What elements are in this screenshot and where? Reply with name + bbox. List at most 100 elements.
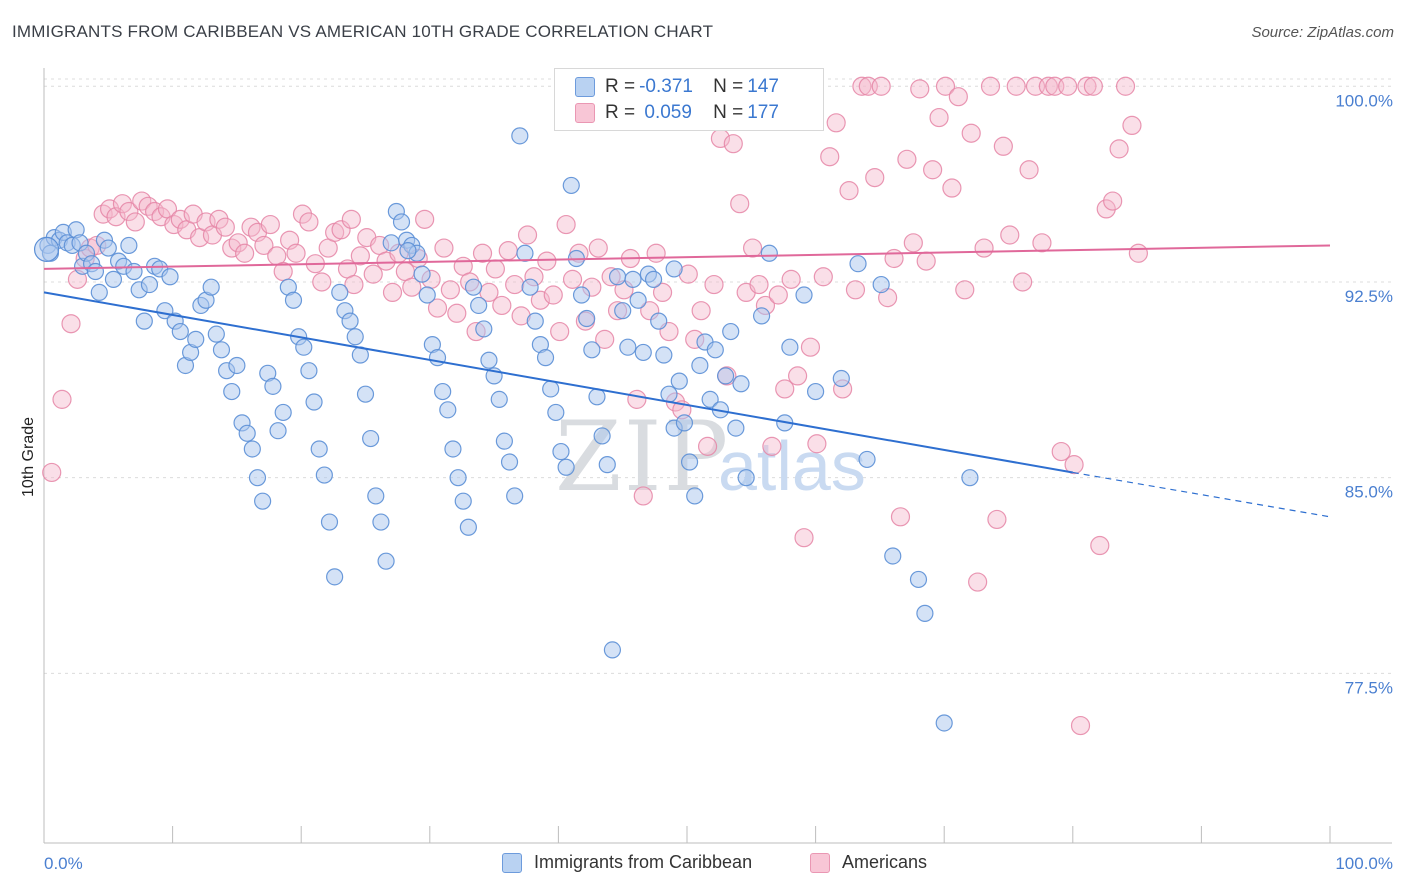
trend-lines (43, 244, 1331, 518)
data-point-caribbean (269, 422, 287, 440)
data-point-caribbean (228, 356, 246, 375)
series-legend-label: Americans (842, 852, 928, 872)
data-point-americans (1115, 76, 1136, 96)
data-point-caribbean (434, 382, 452, 401)
legend-r-label: R = (605, 102, 636, 123)
data-point-americans (1058, 76, 1078, 96)
data-point-americans (633, 486, 653, 506)
data-point-americans (286, 243, 306, 263)
data-point-caribbean (634, 343, 652, 362)
data-point-caribbean (650, 312, 668, 330)
trend-line-caribbean (43, 291, 1073, 474)
data-point-caribbean (660, 385, 678, 403)
data-point-americans (749, 274, 769, 295)
data-point-americans (382, 282, 403, 303)
series-americans (42, 76, 1148, 736)
data-point-americans (1096, 199, 1116, 219)
data-point-caribbean (449, 469, 467, 487)
data-point-americans (929, 107, 949, 128)
data-point-caribbean (500, 453, 519, 471)
data-point-caribbean (752, 307, 771, 325)
data-point-americans (794, 528, 814, 548)
data-point-americans (839, 181, 859, 201)
data-point-americans (897, 149, 917, 169)
data-point-caribbean (454, 492, 472, 510)
data-point-americans (52, 389, 72, 409)
data-point-americans (402, 277, 422, 297)
data-point-caribbean (608, 268, 627, 286)
data-point-caribbean (598, 456, 616, 474)
data-point-caribbean (832, 369, 850, 388)
data-point-americans (42, 462, 62, 483)
data-point-americans (826, 113, 846, 133)
data-point-americans (948, 87, 968, 107)
data-point-americans (344, 274, 364, 295)
data-point-caribbean (593, 427, 611, 445)
data-point-americans (1090, 535, 1110, 556)
data-point-americans (1051, 441, 1071, 462)
data-point-americans (742, 238, 763, 258)
data-point-americans (865, 167, 885, 188)
data-point-caribbean (629, 291, 647, 309)
data-point-caribbean (367, 487, 385, 505)
data-point-americans (820, 147, 840, 167)
data-point-americans (800, 337, 821, 357)
data-point-americans (871, 76, 891, 96)
data-point-caribbean (557, 458, 575, 476)
data-point-americans (775, 379, 795, 399)
data-point-caribbean (212, 341, 231, 359)
data-point-caribbean (760, 244, 778, 262)
data-point-americans (910, 79, 930, 99)
series-swatch-americans (810, 852, 830, 873)
data-point-americans (415, 209, 435, 229)
data-point-americans (955, 280, 975, 300)
data-point-caribbean (120, 236, 138, 255)
data-point-caribbean (511, 127, 529, 145)
data-point-caribbean (135, 312, 153, 330)
data-point-caribbean (562, 176, 580, 195)
data-point-caribbean (399, 242, 417, 260)
data-point-americans (730, 194, 750, 214)
series-legend: Immigrants from Caribbean Americans (0, 852, 1406, 878)
data-point-caribbean (341, 312, 359, 330)
data-point-americans (923, 160, 943, 180)
data-point-caribbean (795, 286, 813, 304)
data-point-americans (556, 214, 576, 235)
data-point-americans (691, 301, 711, 321)
data-point-americans (331, 220, 351, 240)
data-point-americans (903, 233, 923, 253)
data-point-caribbean (490, 390, 508, 408)
data-point-caribbean (377, 552, 395, 570)
series-caribbean (33, 127, 979, 732)
data-point-caribbean (284, 291, 303, 309)
data-point-americans (1103, 191, 1123, 211)
data-point-americans (1109, 139, 1129, 159)
data-point-americans (537, 251, 557, 271)
series-legend-americans: Americans (810, 852, 927, 873)
data-point-americans (312, 272, 332, 292)
data-point-caribbean (644, 270, 663, 288)
data-point-americans (762, 436, 782, 456)
data-point-caribbean (356, 385, 375, 403)
data-point-americans (112, 194, 133, 214)
data-point-caribbean (872, 275, 890, 294)
data-point-americans (1000, 225, 1020, 245)
data-point-americans (119, 201, 139, 222)
data-point-caribbean (305, 393, 323, 411)
data-point-americans (916, 251, 936, 271)
data-point-americans (942, 178, 962, 198)
data-point-caribbean (716, 367, 735, 385)
data-point-caribbean (619, 338, 637, 356)
data-point-americans (472, 243, 493, 263)
data-point-americans (646, 243, 666, 263)
legend-n-value: 147 (747, 76, 779, 97)
correlation-legend: R = -0.371 N = 147 R = 0.059 N = 177 (554, 68, 824, 131)
data-point-caribbean (732, 375, 750, 393)
data-point-caribbean (884, 547, 902, 565)
data-point-americans (935, 76, 956, 96)
data-point-caribbean (542, 380, 560, 398)
data-point-americans (61, 314, 81, 334)
legend-r-value: 0.059 (639, 102, 692, 123)
data-point-caribbean (140, 275, 159, 294)
data-point-caribbean (161, 268, 179, 286)
